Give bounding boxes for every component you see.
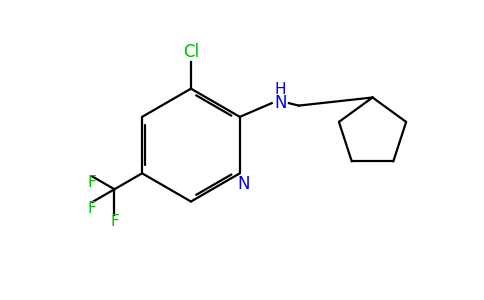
Text: Cl: Cl (183, 43, 199, 61)
Text: F: F (88, 176, 97, 190)
Text: N: N (238, 175, 250, 193)
Text: F: F (110, 214, 119, 229)
Text: N: N (274, 94, 287, 112)
Text: F: F (88, 201, 97, 216)
Text: H: H (275, 82, 287, 97)
